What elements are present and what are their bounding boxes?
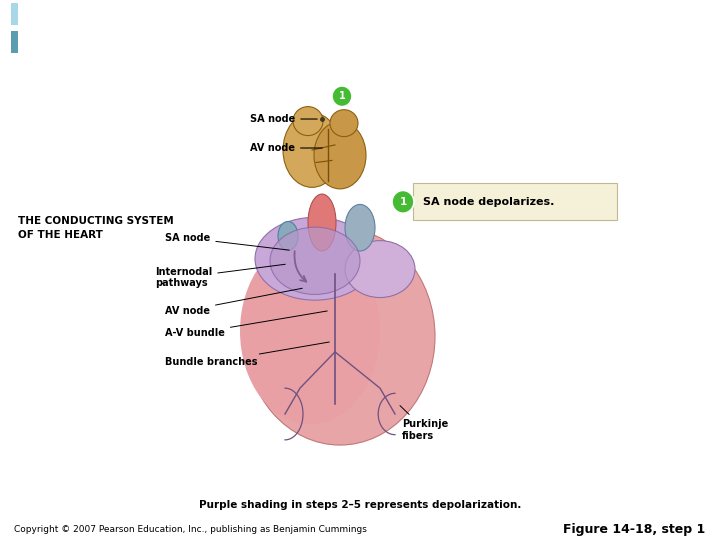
Ellipse shape	[345, 205, 375, 251]
Text: 1: 1	[338, 91, 346, 102]
FancyBboxPatch shape	[413, 183, 617, 220]
Text: Internodal
pathways: Internodal pathways	[155, 264, 285, 288]
Text: Figure 14-18, step 1: Figure 14-18, step 1	[563, 523, 706, 536]
Ellipse shape	[314, 122, 366, 189]
Ellipse shape	[330, 110, 358, 137]
Text: SA node depolarizes.: SA node depolarizes.	[423, 197, 554, 207]
Ellipse shape	[278, 221, 298, 251]
Ellipse shape	[293, 106, 323, 136]
Text: 1: 1	[400, 197, 407, 207]
Text: SA node: SA node	[165, 233, 289, 250]
Ellipse shape	[270, 227, 360, 294]
Text: Purple shading in steps 2–5 represents depolarization.: Purple shading in steps 2–5 represents d…	[199, 500, 521, 510]
Text: SA node: SA node	[250, 114, 318, 124]
Ellipse shape	[240, 238, 380, 424]
Text: Bundle branches: Bundle branches	[165, 342, 329, 367]
Circle shape	[332, 86, 352, 106]
Text: Electrical Conduction in Heart: Electrical Conduction in Heart	[32, 21, 431, 44]
FancyBboxPatch shape	[11, 31, 18, 53]
Text: THE CONDUCTING SYSTEM
OF THE HEART: THE CONDUCTING SYSTEM OF THE HEART	[18, 215, 174, 240]
Ellipse shape	[283, 113, 341, 187]
Text: A-V bundle: A-V bundle	[165, 311, 328, 338]
Text: Purkinje
fibers: Purkinje fibers	[400, 406, 449, 441]
Ellipse shape	[245, 228, 435, 445]
Ellipse shape	[308, 194, 336, 251]
Ellipse shape	[345, 241, 415, 298]
Circle shape	[392, 191, 414, 213]
Text: AV node: AV node	[165, 288, 302, 315]
Ellipse shape	[255, 217, 375, 300]
FancyBboxPatch shape	[11, 3, 18, 25]
Text: AV node: AV node	[250, 143, 323, 153]
Text: Copyright © 2007 Pearson Education, Inc., publishing as Benjamin Cummings: Copyright © 2007 Pearson Education, Inc.…	[14, 525, 367, 534]
